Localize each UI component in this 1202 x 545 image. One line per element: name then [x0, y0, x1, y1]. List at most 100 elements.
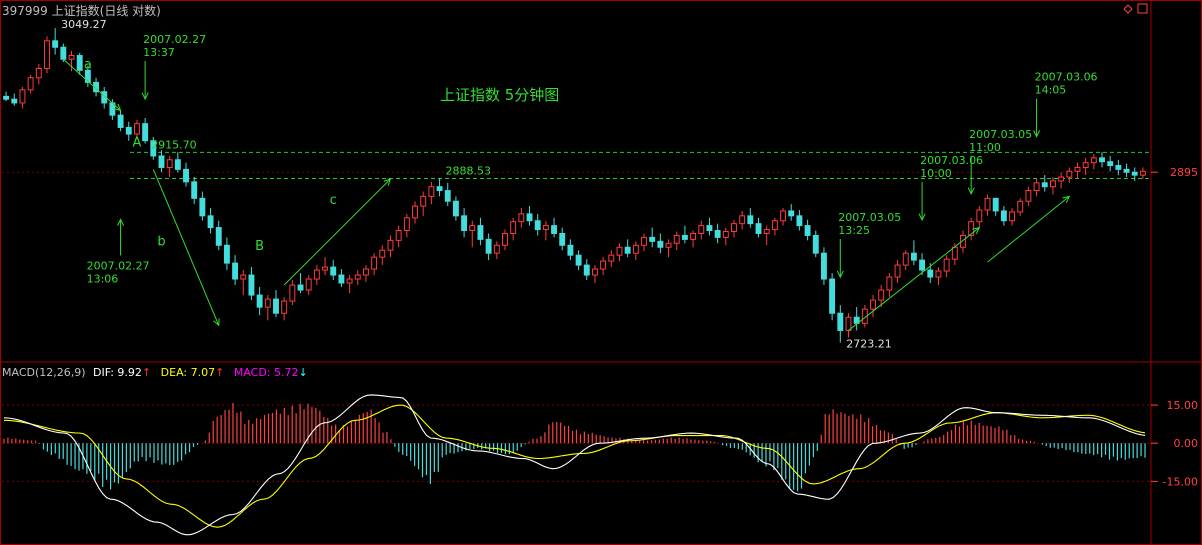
macd-tick-label-2: 0.00 — [1174, 437, 1199, 450]
candle-100 — [820, 247, 827, 286]
candle-body — [780, 210, 787, 222]
candle-63 — [518, 208, 525, 228]
annotation-date: 2007.03.06 — [920, 154, 983, 167]
candle-7 — [60, 43, 67, 62]
candle-139 — [1139, 167, 1146, 179]
window-buttons[interactable] — [1123, 3, 1148, 14]
candle-body — [273, 298, 279, 314]
candle-14 — [117, 110, 124, 132]
candle-34 — [281, 297, 288, 321]
macd-arrow-icon: ↓ — [298, 366, 308, 379]
candle-49 — [403, 213, 410, 238]
candle-90 — [739, 210, 746, 230]
candle-body — [510, 221, 517, 234]
candle-body — [420, 195, 427, 207]
arrow-head — [141, 92, 149, 101]
candle-body — [142, 123, 149, 142]
candle-body — [19, 89, 26, 104]
macd-tick-label-3: -15.00 — [1163, 475, 1198, 488]
candle-121 — [992, 197, 999, 216]
candle-body — [796, 215, 803, 227]
candle-61 — [502, 229, 508, 251]
candle-body — [649, 236, 656, 242]
arrow-head — [383, 178, 392, 186]
candle-body — [1131, 171, 1138, 176]
arrow-head — [918, 213, 926, 222]
candle-22 — [183, 162, 189, 187]
candle-body — [722, 231, 729, 238]
arrow-shaft — [63, 58, 121, 111]
candle-body — [469, 225, 476, 232]
candle-body — [992, 197, 999, 212]
candle-11 — [93, 77, 100, 97]
candle-body — [207, 215, 214, 229]
candle-body — [387, 239, 394, 251]
dea-legend: DEA: 7.07 — [160, 366, 216, 379]
candle-29 — [240, 270, 247, 296]
candle-body — [706, 225, 713, 232]
candle-body — [1139, 170, 1146, 176]
candle-6 — [52, 28, 59, 55]
dif-line — [3, 394, 1146, 536]
candle-body — [199, 197, 206, 217]
candle-73 — [600, 257, 607, 276]
candle-27 — [223, 237, 230, 271]
candle-body — [60, 46, 67, 60]
candle-body — [477, 225, 484, 240]
candle-body — [35, 67, 42, 79]
candle-91 — [747, 208, 754, 228]
candle-body — [264, 298, 271, 308]
candle-body — [518, 213, 525, 223]
macd-legend: MACD(12,26,9) DIF: 9.92↑ DEA: 7.07↑ MACD… — [2, 366, 308, 379]
candle-body — [771, 220, 778, 231]
candle-body — [591, 268, 598, 276]
candle-123 — [1009, 208, 1016, 226]
candle-body — [289, 284, 296, 302]
arrow-head — [967, 187, 975, 196]
candle-83 — [681, 225, 688, 244]
macd-tick-label-1: 15.00 — [1167, 399, 1199, 412]
candle-body — [935, 270, 942, 278]
candle-body — [788, 210, 795, 217]
candle-31 — [256, 287, 263, 316]
candle-body — [1123, 168, 1130, 173]
candle-body — [714, 230, 721, 238]
macd-value-legend: MACD: 5.72 — [233, 366, 299, 379]
candle-50 — [412, 201, 418, 224]
candle-body — [600, 260, 607, 270]
annotation-date: 2007.03.05 — [969, 128, 1032, 141]
candle-65 — [534, 213, 541, 236]
candle-72 — [591, 265, 598, 284]
candle-body — [870, 299, 876, 310]
candle-body — [960, 234, 966, 248]
candle-93 — [763, 225, 770, 246]
candle-57 — [469, 220, 476, 248]
candle-78 — [641, 233, 647, 252]
candle-body — [1009, 211, 1016, 222]
annotation-date: 2007.03.05 — [838, 211, 901, 224]
candle-32 — [264, 295, 271, 321]
candle-body — [493, 244, 500, 254]
annotations: 3049.27 2915.70 2888.53 2723.21 a Ab Bc 2007.02… — [61, 18, 1097, 350]
candle-body — [1033, 182, 1040, 192]
candle-2 — [19, 87, 26, 109]
candle-110 — [902, 250, 909, 271]
candle-71 — [583, 259, 590, 281]
dea-line — [3, 404, 1146, 528]
candle-body — [93, 81, 100, 93]
candle-87 — [714, 223, 721, 244]
candle-44 — [362, 265, 369, 283]
candle-body — [76, 55, 83, 71]
price-tick-label: 2895 — [1170, 166, 1198, 179]
candle-55 — [452, 196, 459, 221]
candle-114 — [935, 267, 942, 286]
candle-42 — [346, 275, 353, 294]
candle-body — [461, 215, 468, 232]
annotation-arrow-down — [967, 155, 975, 196]
candle-body — [526, 213, 533, 222]
diamond-icon — [1123, 4, 1133, 14]
candle-0 — [3, 91, 10, 102]
candle-body — [412, 205, 418, 219]
